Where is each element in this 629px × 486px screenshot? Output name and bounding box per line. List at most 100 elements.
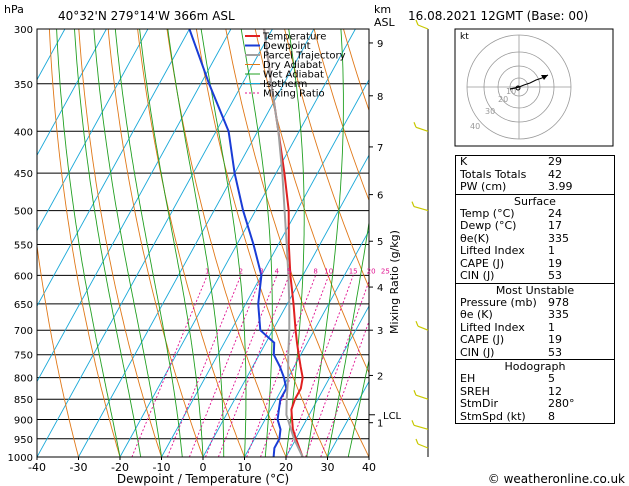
isotherm-line xyxy=(119,29,356,457)
wind-barb xyxy=(417,325,429,331)
stat-row: CIN (J) 53 xyxy=(460,269,562,282)
isotherm-line xyxy=(37,29,232,383)
pressure-tick-label: 500 xyxy=(14,207,33,218)
legend-entry: Mixing Ratio xyxy=(263,89,325,100)
wind-barb xyxy=(417,443,429,449)
wet-adiabat-line xyxy=(56,29,121,457)
dry-adiabat-line xyxy=(225,29,369,457)
wind-barb-flag xyxy=(411,420,415,426)
wet-adiabat-line xyxy=(93,29,162,457)
wind-barb-flag xyxy=(413,390,417,396)
wet-adiabat-line xyxy=(306,29,344,457)
isotherm-line xyxy=(37,29,149,232)
copyright: © weatheronline.co.uk xyxy=(488,472,625,486)
stat-row: Lifted Index 1 xyxy=(460,320,555,334)
dry-adiabat-line xyxy=(284,29,369,289)
wind-barb-flag xyxy=(415,438,419,445)
wet-adiabat-line xyxy=(114,29,183,457)
mixing-ratio-line xyxy=(205,275,278,457)
mixing-ratio-line xyxy=(217,275,290,457)
wind-barb xyxy=(415,126,429,132)
x-axis-label: Dewpoint / Temperature (°C) xyxy=(117,472,289,486)
pressure-tick-label: 800 xyxy=(14,374,33,385)
dry-adiabat-line xyxy=(107,29,204,457)
isotherm-line xyxy=(327,380,369,457)
mixing-ratio-line xyxy=(166,275,242,457)
mixing-ratio-line xyxy=(286,275,354,457)
dry-adiabat-line xyxy=(254,29,369,374)
wind-barb xyxy=(413,206,429,212)
wind-barb xyxy=(415,394,429,400)
mixing-ratio-line xyxy=(188,275,263,457)
x-tick-label: -20 xyxy=(111,461,129,474)
km-tick-label: 4 xyxy=(377,283,383,294)
pressure-tick-label: 700 xyxy=(14,326,33,337)
wind-barb-flag xyxy=(413,122,417,128)
wet-adiabat-line xyxy=(74,29,142,457)
indices-top-box: K 29 Totals Totals 42 PW (cm) 3.99 xyxy=(455,155,615,195)
x-tick-label: 0 xyxy=(200,461,207,474)
hodograph-box: Hodograph EH 5 SREH 12 StmDir 280° StmSpd (… xyxy=(455,359,615,424)
hodograph-ring-label: 20 xyxy=(498,95,508,104)
datetime-title: 16.08.2021 12GMT (Base: 00) xyxy=(408,9,588,23)
x-tick-label: 40 xyxy=(362,461,376,474)
isotherm-line xyxy=(244,229,369,457)
wet-adiabat-line xyxy=(200,29,247,457)
dry-adiabat-line xyxy=(78,29,162,457)
mixing-ratio-label: 2 xyxy=(239,267,243,275)
pressure-tick-label: 400 xyxy=(14,127,33,138)
hodograph-ring-label: 40 xyxy=(470,122,480,131)
isotherm-line xyxy=(37,29,107,157)
legend-entry: Temperature xyxy=(262,32,326,43)
stat-row: PW (cm) 3.99 xyxy=(460,180,573,193)
km-tick-label: 6 xyxy=(377,191,383,202)
isotherm-line xyxy=(285,305,369,457)
x-tick-label: -40 xyxy=(28,461,46,474)
stat-row: CAPE (J) 19 xyxy=(460,333,562,346)
stat-row: θe (K) 335 xyxy=(460,308,569,321)
indices-panel: K 29 Totals Totals 42 PW (cm) 3.99 Surface … xyxy=(455,155,615,424)
stat-row: CIN (J) 53 xyxy=(460,345,562,359)
km-tick-label: 5 xyxy=(377,237,383,248)
isotherm-line xyxy=(161,78,369,457)
wet-adiabat-line xyxy=(240,29,273,457)
mixing-ratio-line xyxy=(246,275,317,457)
mixing-ratio-label: 25 xyxy=(381,267,390,275)
wind-barb-flag xyxy=(415,320,419,327)
stat-row: Pressure (mb) 978 xyxy=(460,295,569,309)
legend-entry: Wet Adiabat xyxy=(263,70,324,81)
pressure-tick-label: 750 xyxy=(14,351,33,362)
pressure-tick-label: 350 xyxy=(14,80,33,91)
stat-row: SREH 12 xyxy=(460,384,562,398)
mixing-ratio-label: 4 xyxy=(275,267,280,275)
dry-adiabat-line xyxy=(48,29,121,457)
lcl-label: LCL xyxy=(383,411,402,422)
stat-row: EH 5 xyxy=(460,372,555,385)
legend-entry: Dewpoint xyxy=(263,41,311,52)
pressure-tick-label: 850 xyxy=(14,395,33,406)
x-tick-label: -30 xyxy=(70,461,88,474)
stat-row: CAPE (J) 19 xyxy=(460,256,562,270)
x-tick-label: 30 xyxy=(321,461,335,474)
stat-row: Temp (°C) 24 xyxy=(460,206,562,220)
pressure-tick-label: 950 xyxy=(14,435,33,446)
hodograph-label: kt xyxy=(460,32,469,42)
wind-barb xyxy=(413,424,429,430)
km-tick-label: 9 xyxy=(377,39,383,50)
stat-row: Lifted Index 1 xyxy=(460,244,555,257)
km-label: km xyxy=(374,3,391,16)
most-unstable-title: Most Unstable xyxy=(495,283,575,297)
dry-adiabat-line xyxy=(137,29,245,457)
pressure-tick-label: 300 xyxy=(14,25,33,36)
most-unstable-box: Most Unstable Pressure (mb) 978 θe (K) 335… xyxy=(455,282,615,360)
pressure-tick-label: 1000 xyxy=(8,453,33,464)
pressure-tick-label: 650 xyxy=(14,300,33,311)
km-tick-label: 3 xyxy=(377,326,383,337)
wet-adiabat-line xyxy=(167,29,225,457)
x-tick-label: -10 xyxy=(153,461,171,474)
pressure-tick-label: 600 xyxy=(14,271,33,282)
dewpoint-line xyxy=(188,29,288,457)
isotherm-line xyxy=(37,29,273,457)
km-tick-label: 2 xyxy=(377,371,383,382)
